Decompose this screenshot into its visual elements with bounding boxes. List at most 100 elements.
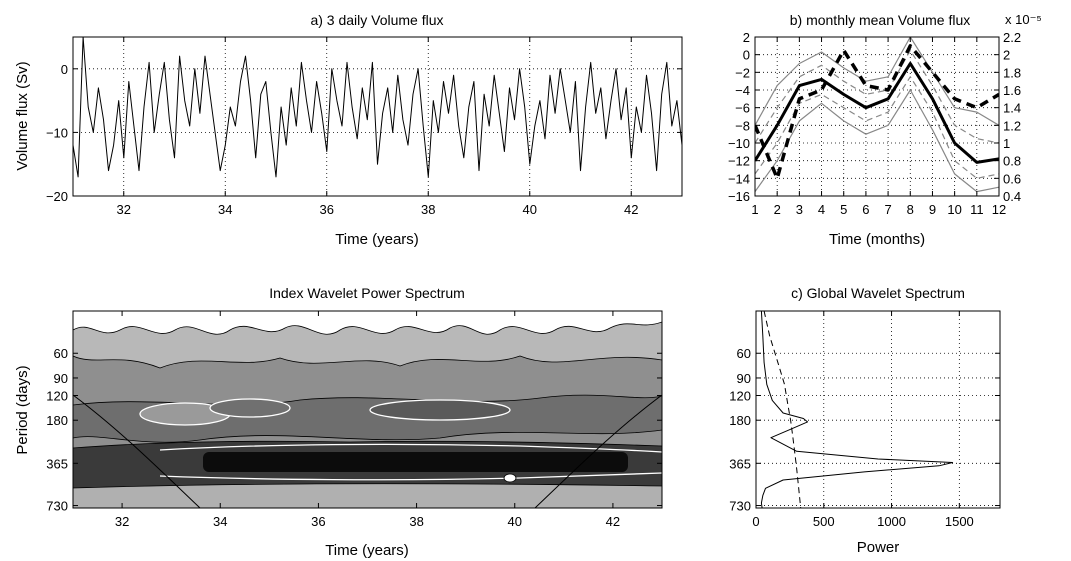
y-tick-label: 0 bbox=[61, 62, 68, 77]
panel-c-grid bbox=[755, 311, 1000, 508]
wavelet-xlabel: Time (years) bbox=[325, 542, 409, 559]
wavelet-xticks: 32 34 36 38 40 42 bbox=[115, 311, 620, 529]
wavelet-white-blob-3 bbox=[369, 399, 511, 421]
wavelet-cone-left bbox=[73, 394, 201, 508]
y-tick-label: 365 bbox=[46, 456, 68, 471]
global-spectrum-solid-line bbox=[760, 311, 954, 508]
y-tick-label: 120 bbox=[729, 388, 751, 403]
y-tick-label: 90 bbox=[737, 371, 751, 386]
panel-b-frame bbox=[754, 36, 1000, 197]
monthly-band-inner-line bbox=[755, 49, 999, 144]
x-tick-label: 34 bbox=[213, 514, 227, 529]
x-tick-label: 4 bbox=[818, 202, 825, 217]
x-tick-label: 42 bbox=[624, 202, 638, 217]
x-tick-label: 0 bbox=[752, 514, 759, 529]
x-tick-label: 12 bbox=[992, 202, 1006, 217]
monthly-mean-line bbox=[755, 62, 999, 164]
panel-c-frame bbox=[755, 310, 1001, 509]
panel-wavelet: Index Wavelet Power Spectrum 32 34 36 38 40 4… bbox=[14, 285, 663, 559]
x-tick-label: 7 bbox=[884, 202, 891, 217]
x-tick-label: 2 bbox=[774, 202, 781, 217]
y-tick-label: 2 bbox=[743, 30, 750, 45]
y-tick-label: −14 bbox=[728, 171, 750, 186]
x-tick-label: 1500 bbox=[945, 514, 974, 529]
panel-b-y2ticks: 0.4 0.6 0.8 1 1.2 1.4 1.6 1.8 2 2.2 bbox=[1003, 30, 1021, 204]
x-tick-label: 9 bbox=[929, 202, 936, 217]
panel-c-xticks: 0 500 1000 1500 bbox=[752, 311, 974, 529]
panel-a-xlabel: Time (years) bbox=[335, 231, 419, 248]
panel-c-yticks: 60 90 120 180 365 730 bbox=[729, 346, 1000, 514]
wavelet-annual-core bbox=[203, 452, 628, 472]
y-tick-label: −2 bbox=[735, 65, 750, 80]
y-tick-label: −4 bbox=[735, 83, 750, 98]
monthly-band-outer-line bbox=[755, 89, 999, 193]
y-tick-label: 0 bbox=[743, 48, 750, 63]
panel-b-xlabel: Time (months) bbox=[829, 231, 925, 248]
panel-c: c) Global Wavelet Spectrum 0 500 1000 1500 … bbox=[729, 285, 1001, 556]
monthly-band-outer-line bbox=[755, 37, 999, 126]
y-tick-label: 60 bbox=[54, 346, 68, 361]
y2-tick-label: 0.8 bbox=[1003, 154, 1021, 169]
y-tick-label: −8 bbox=[735, 118, 750, 133]
y2-tick-label: 1.8 bbox=[1003, 65, 1021, 80]
panel-b-title: b) monthly mean Volume flux bbox=[790, 12, 971, 28]
x-tick-label: 6 bbox=[862, 202, 869, 217]
x-tick-label: 36 bbox=[311, 514, 325, 529]
panel-c-title: c) Global Wavelet Spectrum bbox=[791, 285, 965, 301]
panel-b-plot bbox=[755, 37, 999, 193]
x-tick-label: 500 bbox=[813, 514, 835, 529]
y2-tick-label: 2.2 bbox=[1003, 30, 1021, 45]
panel-a-frame bbox=[72, 36, 683, 197]
wavelet-annual-outline bbox=[159, 443, 662, 453]
x-tick-label: 1 bbox=[751, 202, 758, 217]
y-tick-label: −10 bbox=[46, 125, 68, 140]
panel-a-grid bbox=[73, 37, 682, 197]
y2-tick-label: 1.2 bbox=[1003, 118, 1021, 133]
y-tick-label: 180 bbox=[729, 413, 751, 428]
wavelet-cone-right bbox=[534, 394, 662, 508]
y-tick-label: −12 bbox=[728, 154, 750, 169]
x-tick-label: 5 bbox=[840, 202, 847, 217]
x-tick-label: 3 bbox=[796, 202, 803, 217]
panel-b-yticks: −16 −14 −12 −10 −8 −6 −4 −2 0 2 bbox=[728, 30, 999, 204]
y-tick-label: 60 bbox=[737, 346, 751, 361]
wavelet-frame bbox=[72, 310, 663, 509]
monthly-right-axis-line bbox=[755, 44, 999, 181]
y2-tick-label: 1 bbox=[1003, 136, 1010, 151]
flux-series-line bbox=[73, 37, 682, 178]
panel-c-plot bbox=[760, 311, 954, 508]
wavelet-bottom-band bbox=[73, 483, 662, 508]
x-tick-label: 36 bbox=[320, 202, 334, 217]
panel-b-xticks: 1 2 3 4 5 6 7 8 9 10 11 12 bbox=[751, 37, 1006, 217]
x-tick-label: 42 bbox=[606, 514, 620, 529]
x-tick-label: 32 bbox=[117, 202, 131, 217]
y-tick-label: 730 bbox=[729, 499, 751, 514]
panel-a-title: a) 3 daily Volume flux bbox=[310, 12, 443, 28]
wavelet-yticks: 60 90 120 180 365 730 bbox=[46, 346, 662, 514]
wavelet-title: Index Wavelet Power Spectrum bbox=[269, 285, 465, 301]
wavelet-bottom-spot bbox=[503, 473, 517, 483]
x-tick-label: 1000 bbox=[877, 514, 906, 529]
wavelet-annual-outline-2 bbox=[159, 472, 662, 481]
y-tick-label: 90 bbox=[54, 371, 68, 386]
panel-b-exponent: x 10⁻⁵ bbox=[1005, 12, 1042, 27]
y-tick-label: 180 bbox=[46, 413, 68, 428]
x-tick-label: 40 bbox=[508, 514, 522, 529]
y-tick-label: 365 bbox=[729, 456, 751, 471]
y-tick-label: −16 bbox=[728, 189, 750, 204]
wavelet-image bbox=[73, 311, 662, 508]
x-tick-label: 32 bbox=[115, 514, 129, 529]
wavelet-top-white bbox=[73, 311, 662, 335]
x-tick-label: 38 bbox=[421, 202, 435, 217]
y2-tick-label: 0.6 bbox=[1003, 171, 1021, 186]
panel-c-xlabel: Power bbox=[857, 539, 900, 556]
x-tick-label: 8 bbox=[907, 202, 914, 217]
panel-a-plot bbox=[73, 37, 682, 178]
panel-a: a) 3 daily Volume flux 32 34 36 38 40 42 −20−… bbox=[14, 12, 683, 248]
y2-tick-label: 1.6 bbox=[1003, 83, 1021, 98]
y-tick-label: 730 bbox=[46, 499, 68, 514]
x-tick-label: 34 bbox=[218, 202, 232, 217]
x-tick-label: 40 bbox=[523, 202, 537, 217]
y2-tick-label: 2 bbox=[1003, 48, 1010, 63]
